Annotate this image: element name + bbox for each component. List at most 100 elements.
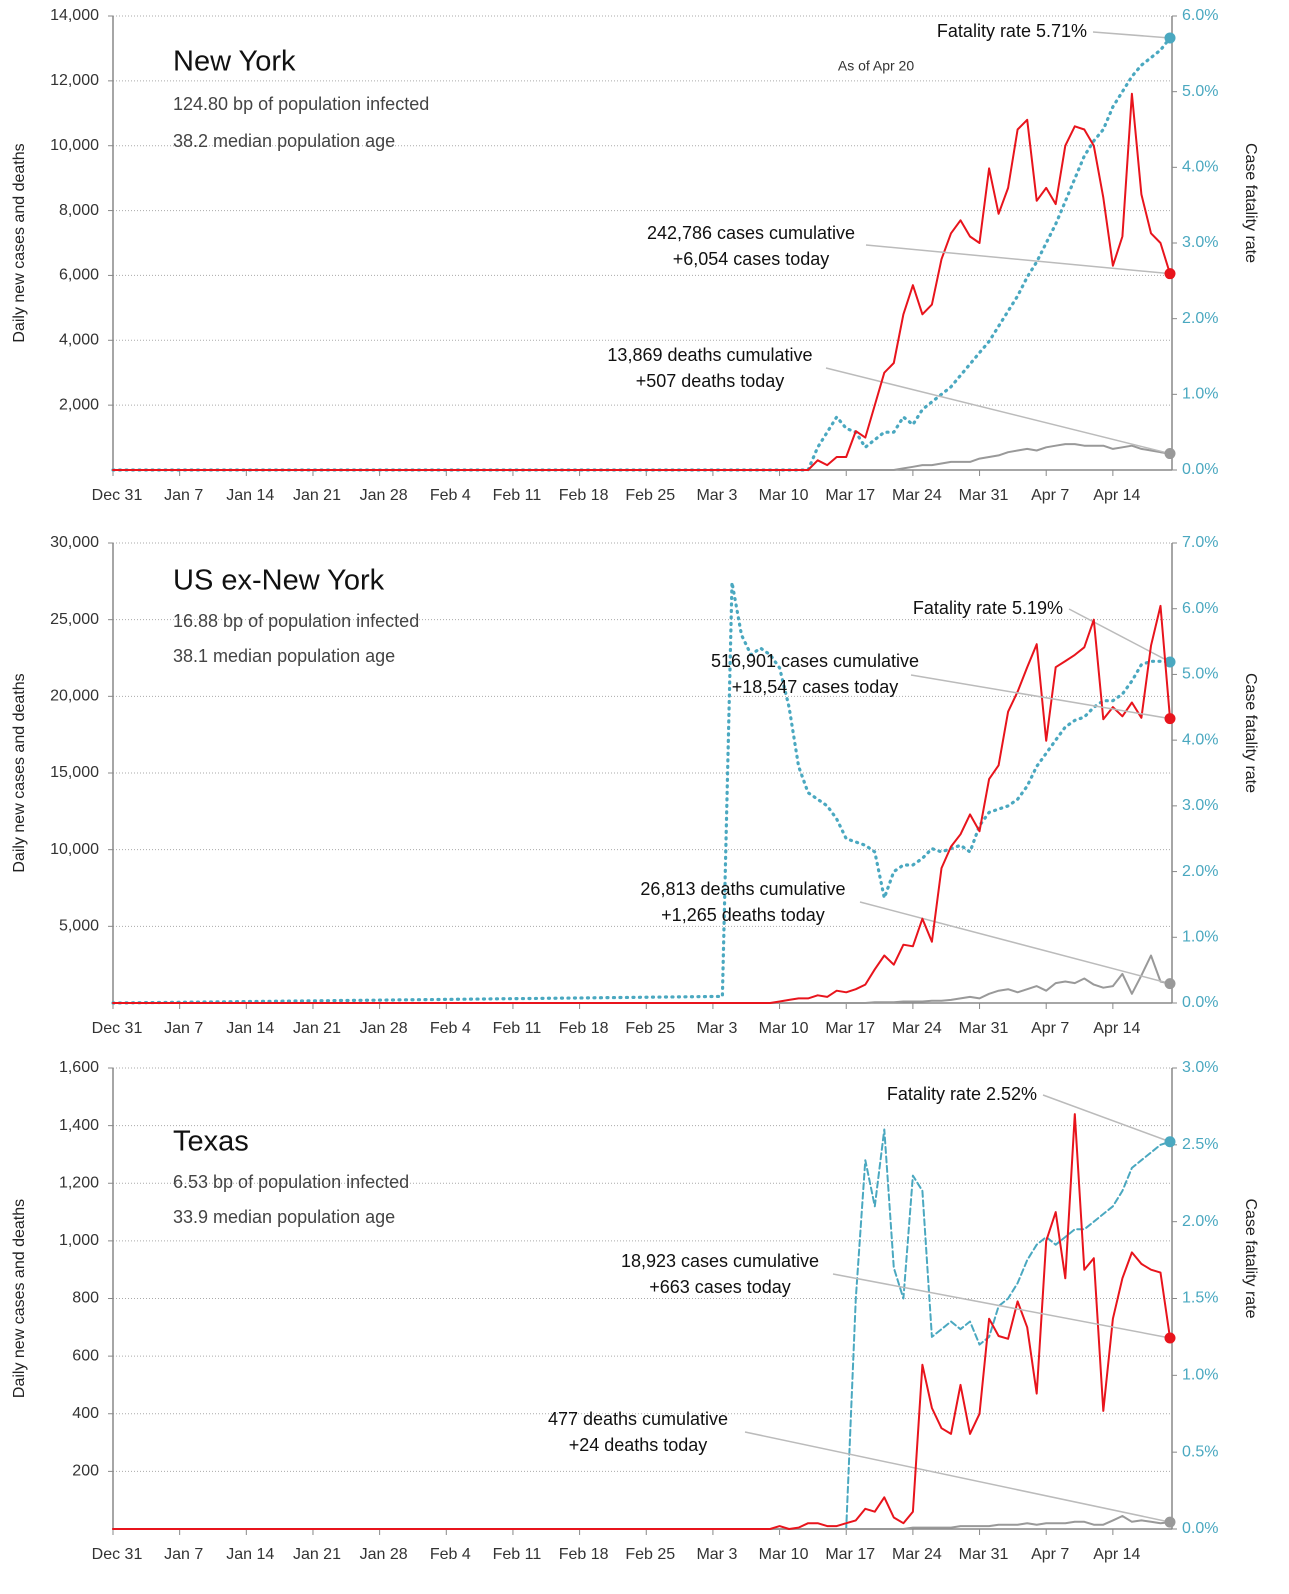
callout: +1,265 deaths today: [661, 905, 825, 925]
x-tick-label: Dec 31: [92, 487, 143, 504]
callout: Fatality rate 2.52%: [887, 1084, 1037, 1104]
panel-subtitle: 124.80 bp of population infected: [173, 94, 429, 114]
x-tick-label: Mar 17: [825, 1020, 875, 1037]
end-dot: [1164, 268, 1176, 280]
x-tick-label: Apr 14: [1093, 1020, 1140, 1037]
end-dot: [1164, 448, 1176, 460]
x-tick-label: Jan 7: [164, 487, 203, 504]
y2-tick-label: 2.0%: [1182, 1213, 1218, 1230]
x-tick-label: Mar 17: [825, 1546, 875, 1563]
x-tick-label: Apr 14: [1093, 487, 1140, 504]
y-tick-label: 1,200: [59, 1174, 99, 1191]
panel: 200 400 600 800 1,000 1,200 1,400 1,600 0.0% 0.5%…: [11, 1059, 1259, 1563]
x-tick-label: Mar 31: [959, 1020, 1009, 1037]
x-tick-label: Feb 4: [430, 1020, 471, 1037]
y-tick-label: 800: [72, 1290, 99, 1307]
leader-line: [1042, 1094, 1171, 1143]
series-line: [112, 954, 1171, 1004]
y2-axis-label: Case fatality rate: [1242, 143, 1259, 263]
x-tick-label: Feb 18: [559, 1546, 609, 1563]
y-tick-label: 10,000: [50, 841, 99, 858]
x-tick-label: Mar 3: [696, 1020, 737, 1037]
x-tick-label: Jan 14: [226, 1546, 274, 1563]
leader-line: [825, 367, 1171, 455]
x-tick-label: Feb 25: [625, 487, 675, 504]
y-tick-label: 30,000: [50, 534, 99, 551]
x-tick-label: Jan 7: [164, 1020, 203, 1037]
series-line: [112, 1515, 1171, 1530]
y-tick-label: 200: [72, 1463, 99, 1480]
x-tick-label: Apr 7: [1031, 1020, 1069, 1037]
callout: +24 deaths today: [569, 1435, 708, 1455]
x-tick-label: Jan 7: [164, 1546, 203, 1563]
y2-tick-label: 1.0%: [1182, 386, 1218, 403]
x-tick-label: Feb 25: [625, 1020, 675, 1037]
panel-subtitle: 38.2 median population age: [173, 131, 395, 151]
series-line: [112, 92, 1171, 471]
leader-line: [744, 1431, 1171, 1523]
x-tick-label: Mar 31: [959, 1546, 1009, 1563]
y-tick-label: 25,000: [50, 611, 99, 628]
x-tick-label: Feb 18: [559, 1020, 609, 1037]
series-line: [111, 36, 1172, 472]
y2-axis-label: Case fatality rate: [1242, 673, 1259, 793]
x-tick-label: Jan 28: [360, 1020, 408, 1037]
y2-tick-label: 6.0%: [1182, 600, 1218, 617]
callout: Fatality rate 5.71%: [937, 21, 1087, 41]
y-tick-label: 1,600: [59, 1059, 99, 1076]
y-tick-label: 6,000: [59, 267, 99, 284]
y-tick-label: 400: [72, 1405, 99, 1422]
callout: +507 deaths today: [636, 371, 785, 391]
y-tick-label: 5,000: [59, 918, 99, 935]
y2-tick-label: 3.0%: [1182, 234, 1218, 251]
y2-tick-label: 5.0%: [1182, 666, 1218, 683]
panel: 2,000 4,000 6,000 8,000 10,000 12,000 14,000 0.…: [11, 7, 1259, 504]
x-tick-label: Mar 24: [892, 1020, 942, 1037]
x-tick-label: Mar 10: [759, 487, 809, 504]
callout: 516,901 cases cumulative: [711, 651, 919, 671]
y2-tick-label: 7.0%: [1182, 534, 1218, 551]
y2-axis-label: Case fatality rate: [1242, 1198, 1259, 1318]
callout: 242,786 cases cumulative: [647, 223, 855, 243]
end-dot: [1164, 1516, 1176, 1528]
y-tick-label: 8,000: [59, 202, 99, 219]
end-dot: [1164, 713, 1176, 725]
series-line: [112, 443, 1171, 471]
x-tick-label: Mar 3: [696, 487, 737, 504]
y2-tick-label: 3.0%: [1182, 797, 1218, 814]
x-tick-label: Feb 11: [493, 487, 542, 504]
callout: Fatality rate 5.19%: [913, 598, 1063, 618]
end-dot: [1164, 1136, 1176, 1148]
x-tick-label: Feb 11: [493, 1546, 542, 1563]
callout: 477 deaths cumulative: [548, 1409, 728, 1429]
x-tick-label: Dec 31: [92, 1020, 143, 1037]
y-tick-label: 4,000: [59, 332, 99, 349]
x-tick-label: Dec 31: [92, 1546, 143, 1563]
x-tick-label: Apr 7: [1031, 487, 1069, 504]
x-tick-label: Feb 4: [430, 487, 471, 504]
y-axis-label: Daily new cases and deaths: [11, 143, 28, 342]
x-tick-label: Mar 17: [825, 487, 875, 504]
panel-title: US ex-New York: [173, 565, 385, 597]
x-tick-label: Mar 31: [959, 487, 1009, 504]
leader-line: [859, 901, 1171, 985]
x-tick-label: Jan 21: [293, 1020, 341, 1037]
end-dot: [1164, 656, 1176, 668]
callout: +18,547 cases today: [732, 677, 899, 697]
callout: 18,923 cases cumulative: [621, 1251, 819, 1271]
series-line: [112, 604, 1171, 1004]
panel-subtitle: 16.88 bp of population infected: [173, 611, 419, 631]
end-dot: [1164, 1332, 1176, 1344]
y2-tick-label: 5.0%: [1182, 83, 1218, 100]
y-tick-label: 10,000: [50, 137, 99, 154]
x-tick-label: Feb 4: [430, 1546, 471, 1563]
x-tick-label: Feb 25: [625, 1546, 675, 1563]
y-tick-label: 20,000: [50, 688, 99, 705]
callout: 13,869 deaths cumulative: [607, 345, 812, 365]
panel-subtitle: 38.1 median population age: [173, 646, 395, 666]
y2-tick-label: 3.0%: [1182, 1059, 1218, 1076]
panel-subtitle: 33.9 median population age: [173, 1207, 395, 1227]
note: As of Apr 20: [838, 58, 914, 74]
x-tick-label: Apr 7: [1031, 1546, 1069, 1563]
